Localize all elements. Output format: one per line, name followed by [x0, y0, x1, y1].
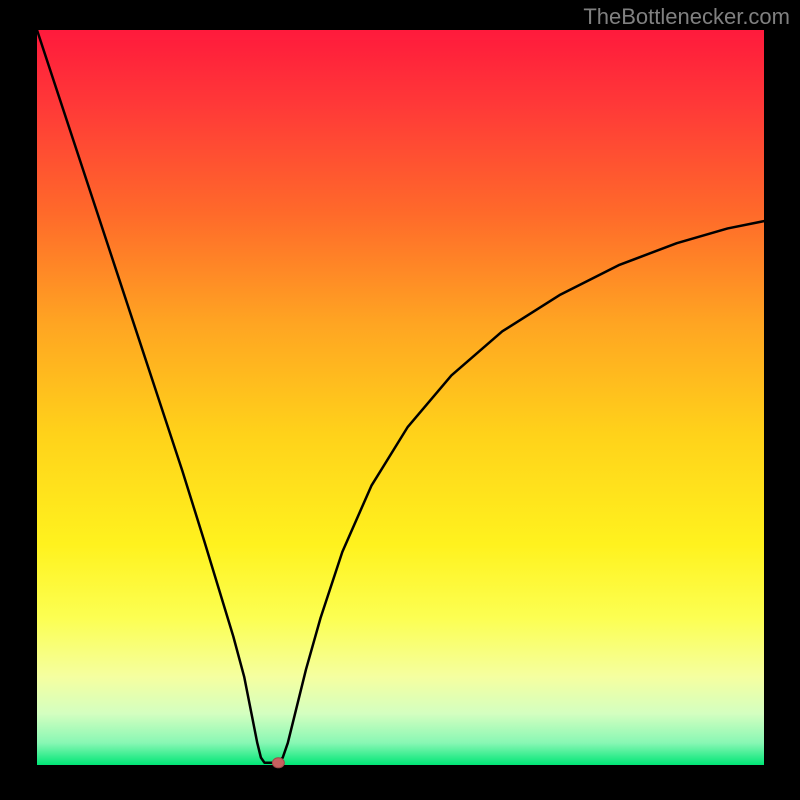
optimal-point-marker [272, 758, 284, 768]
plot-background [37, 30, 764, 765]
watermark-text: TheBottlenecker.com [583, 4, 790, 30]
chart-container: TheBottlenecker.com [0, 0, 800, 800]
bottleneck-chart [0, 0, 800, 800]
